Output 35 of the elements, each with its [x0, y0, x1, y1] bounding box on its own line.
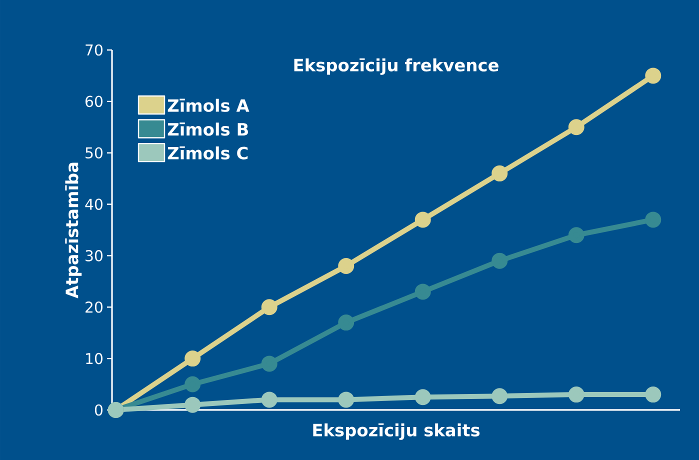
point: [414, 212, 431, 228]
point: [261, 392, 278, 408]
y-tick-label: 50: [86, 147, 102, 159]
legend-label: Zīmols A: [168, 98, 250, 112]
y-tick-label: 30: [86, 250, 102, 262]
point: [338, 258, 354, 274]
legend-label: Zīmols B: [168, 122, 248, 136]
point: [414, 284, 431, 300]
y-tick-label: 60: [86, 96, 102, 108]
legend-label: Zīmols C: [168, 146, 248, 160]
y-axis-title: Atpazīstamība: [65, 162, 82, 298]
point: [414, 389, 431, 406]
point: [184, 396, 201, 413]
y-tick-label: 70: [86, 44, 102, 56]
point: [568, 119, 584, 136]
point: [184, 350, 201, 367]
point: [492, 388, 508, 404]
point: [338, 392, 354, 408]
point: [645, 212, 662, 228]
point: [492, 165, 508, 182]
y-tick-label: 20: [86, 301, 102, 313]
point: [261, 299, 278, 316]
point: [184, 376, 201, 392]
point: [645, 386, 662, 403]
point: [492, 252, 508, 269]
point: [645, 68, 662, 84]
y-tick-label: 10: [86, 352, 102, 364]
point: [568, 386, 584, 403]
point: [338, 314, 354, 331]
point: [261, 356, 278, 372]
y-tick-label: 40: [85, 198, 102, 210]
y-tick-label: 0: [94, 404, 102, 416]
chart-title: Ekspozīciju frekvence: [294, 58, 498, 75]
x-axis-title: Ekspozīciju skaits: [313, 423, 480, 440]
point: [568, 227, 584, 244]
